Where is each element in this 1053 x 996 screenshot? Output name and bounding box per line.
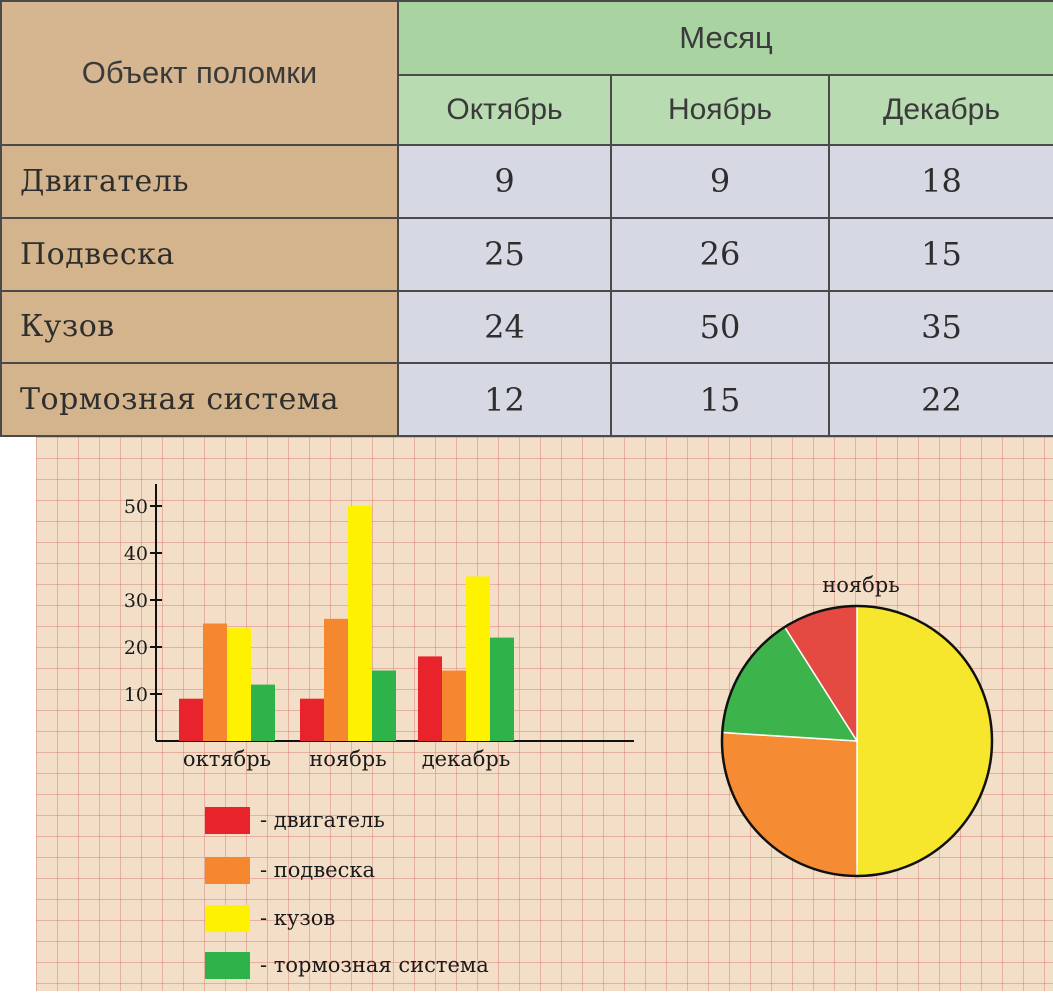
bar-1-2 (300, 698, 324, 741)
table-row: Кузов 24 50 35 (0, 289, 1053, 365)
table-cell: 9 (397, 144, 612, 219)
bar-4-2 (372, 670, 396, 741)
table-cell: 15 (610, 362, 830, 437)
column-header: Октябрь (397, 74, 612, 146)
bar-2-2 (324, 618, 348, 741)
pie-slice-подвеска (721, 731, 858, 877)
y-tick-label: 10 (124, 684, 148, 706)
table-cell: 12 (397, 362, 612, 437)
object-header: Объект поломки (0, 0, 399, 146)
table-cell: 18 (827, 144, 1053, 219)
bar-2-3 (442, 670, 466, 741)
bar-3-2 (348, 506, 372, 741)
table-cell: 15 (827, 216, 1053, 292)
table-cell: 25 (397, 216, 612, 292)
y-tick-label: 40 (124, 543, 148, 565)
legend-swatch (205, 857, 250, 884)
table-cell: 9 (610, 144, 830, 219)
row-label: Двигатель (0, 144, 399, 219)
legend-label: - тормозная система (260, 953, 489, 977)
legend-swatch (205, 952, 250, 979)
legend-label: - подвеска (260, 858, 375, 882)
legend-label: - двигатель (260, 808, 385, 832)
row-label: Подвеска (0, 216, 399, 292)
x-tick-label: декабрь (422, 747, 511, 771)
bar-3-1 (227, 628, 251, 741)
table-cell: 22 (827, 362, 1053, 437)
bar-1-3 (418, 656, 442, 741)
legend-label: - кузов (260, 906, 335, 930)
row-label: Тормозная система (0, 362, 399, 437)
chart-panel: 10 20 30 40 50 октябрь ноябрь декабрь - двигател… (36, 437, 1053, 991)
column-header: Декабрь (827, 74, 1053, 146)
bar-3-3 (466, 576, 490, 741)
table-cell: 24 (397, 289, 612, 365)
pie-slice-кузов (856, 605, 993, 877)
legend-swatch (205, 905, 250, 932)
legend-swatch (205, 807, 250, 834)
bar-1-1 (179, 698, 203, 741)
y-tick-label: 50 (124, 496, 148, 518)
month-header: Месяц (396, 0, 1053, 76)
breakdown-table: Объект поломки Месяц Октябрь Ноябрь Дека… (0, 0, 1053, 437)
table-row: Подвеска 25 26 15 (0, 216, 1053, 292)
table-cell: 35 (827, 289, 1053, 365)
pie-outline (720, 604, 994, 878)
column-header: Ноябрь (610, 74, 830, 146)
table-cell: 26 (610, 216, 830, 292)
y-tick-label: 30 (124, 590, 148, 612)
bar-4-3 (490, 637, 514, 741)
table-row: Двигатель 9 9 18 (0, 144, 1053, 219)
bar-2-1 (203, 623, 227, 741)
breakdown-table-photo: Объект поломки Месяц Октябрь Ноябрь Дека… (0, 0, 1053, 437)
row-label: Кузов (0, 289, 399, 365)
bar-4-1 (251, 684, 275, 741)
y-tick-label: 20 (124, 637, 148, 659)
table-row: Тормозная система 12 15 22 (0, 362, 1053, 437)
x-tick-label: октябрь (183, 747, 271, 771)
charts-svg: 10 20 30 40 50 октябрь ноябрь декабрь - двигател… (124, 484, 994, 979)
pie-title: ноябрь (822, 573, 899, 597)
x-tick-label: ноябрь (309, 747, 386, 771)
table-cell: 50 (610, 289, 830, 365)
